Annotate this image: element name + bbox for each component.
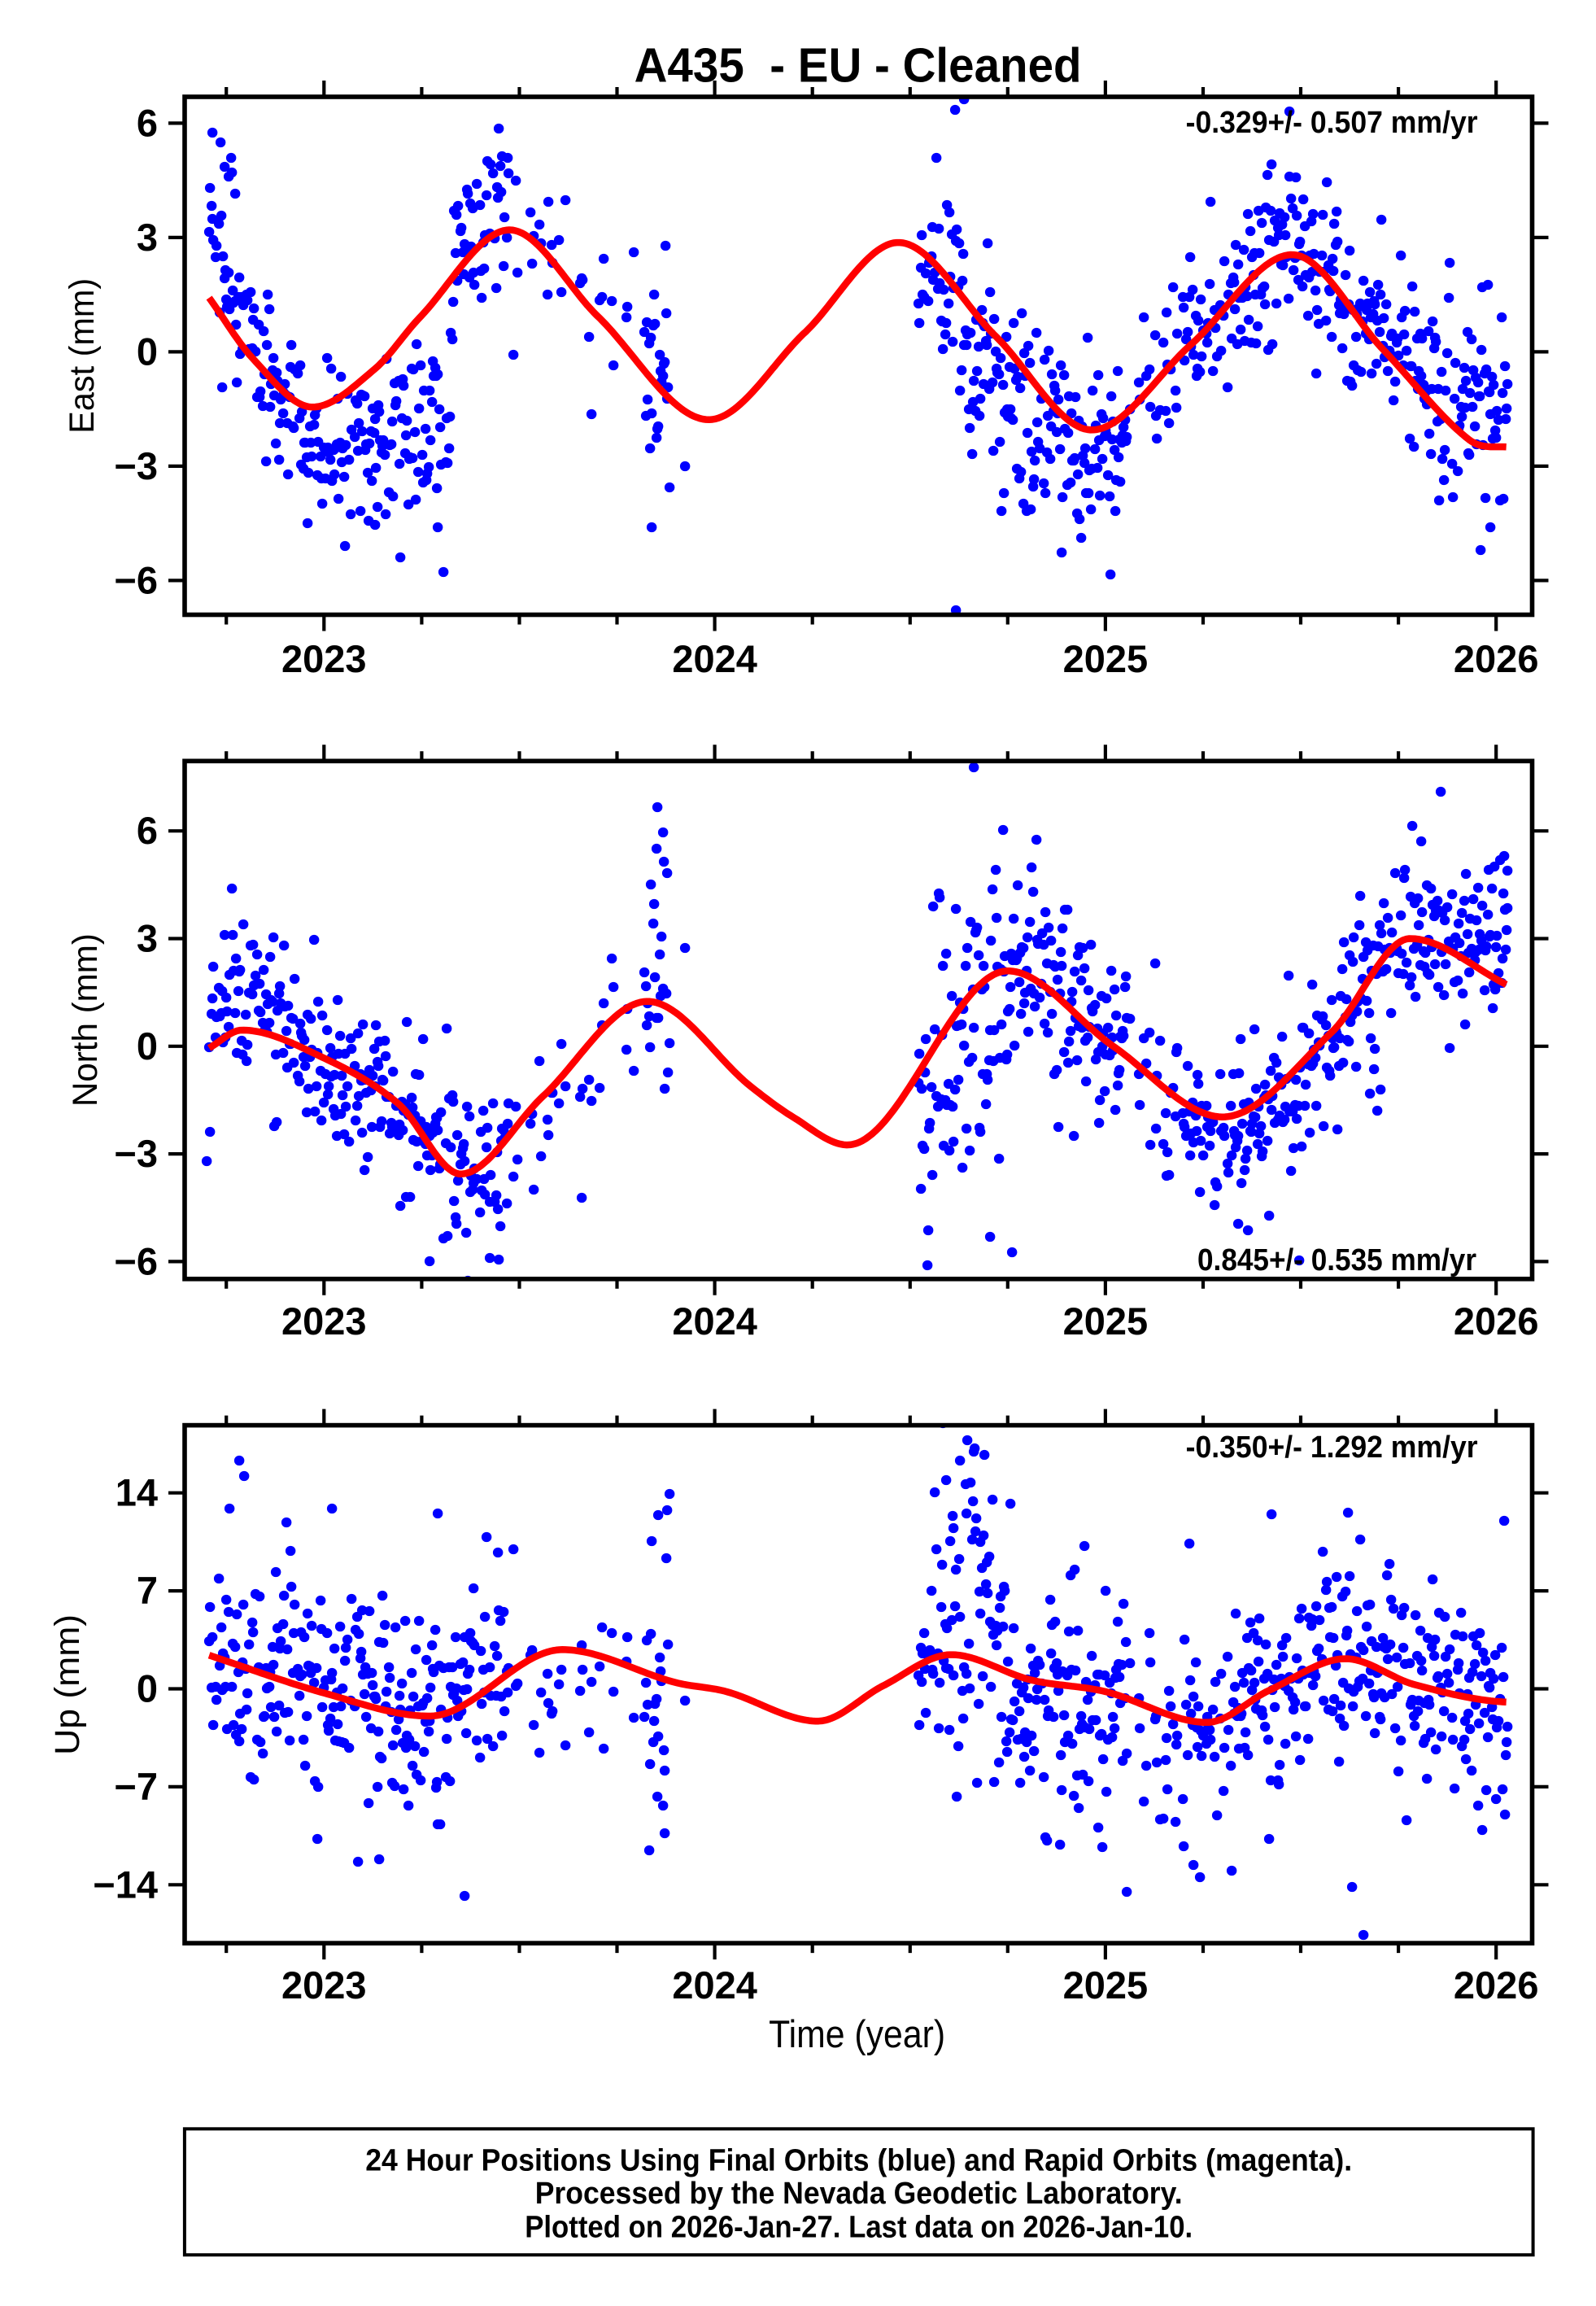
svg-text:0: 0 bbox=[137, 1024, 158, 1068]
svg-text:7: 7 bbox=[137, 1569, 158, 1612]
svg-text:A435 - EU - Cleaned: A435 - EU - Cleaned bbox=[634, 38, 1082, 92]
svg-text:2023: 2023 bbox=[281, 1963, 367, 2007]
svg-text:Time (year): Time (year) bbox=[769, 2012, 945, 2055]
svg-text:−14: −14 bbox=[93, 1863, 158, 1906]
svg-text:2024: 2024 bbox=[672, 1299, 757, 1343]
svg-text:6: 6 bbox=[137, 101, 158, 144]
svg-text:2026: 2026 bbox=[1454, 1963, 1539, 2007]
svg-text:−6: −6 bbox=[114, 1239, 158, 1282]
svg-text:14: 14 bbox=[116, 1471, 158, 1514]
svg-text:6: 6 bbox=[137, 809, 158, 852]
svg-text:0: 0 bbox=[137, 1667, 158, 1710]
svg-text:2024: 2024 bbox=[672, 1963, 757, 2007]
svg-text:3: 3 bbox=[137, 917, 158, 960]
svg-text:−3: −3 bbox=[114, 444, 158, 487]
svg-text:2023: 2023 bbox=[281, 1299, 367, 1343]
svg-text:2025: 2025 bbox=[1063, 637, 1149, 680]
svg-text:2023: 2023 bbox=[281, 637, 367, 680]
svg-text:2026: 2026 bbox=[1454, 637, 1539, 680]
svg-text:2024: 2024 bbox=[672, 637, 757, 680]
svg-text:East (mm): East (mm) bbox=[63, 278, 102, 434]
svg-text:3: 3 bbox=[137, 216, 158, 259]
svg-text:-0.350+/- 1.292 mm/yr: -0.350+/- 1.292 mm/yr bbox=[1186, 1430, 1478, 1465]
svg-text:0.845+/- 0.535 mm/yr: 0.845+/- 0.535 mm/yr bbox=[1197, 1243, 1476, 1277]
svg-text:−7: −7 bbox=[114, 1765, 158, 1808]
svg-text:Up (mm): Up (mm) bbox=[48, 1614, 87, 1755]
svg-text:Processed by the Nevada Geodet: Processed by the Nevada Geodetic Laborat… bbox=[535, 2177, 1183, 2211]
svg-text:2026: 2026 bbox=[1454, 1299, 1539, 1343]
svg-text:2025: 2025 bbox=[1063, 1963, 1149, 2007]
svg-text:-0.329+/- 0.507 mm/yr: -0.329+/- 0.507 mm/yr bbox=[1186, 106, 1478, 140]
svg-text:24 Hour Positions Using Final: 24 Hour Positions Using Final Orbits (bl… bbox=[365, 2144, 1352, 2178]
svg-text:Plotted on 2026-Jan-27. Last d: Plotted on 2026-Jan-27. Last data on 202… bbox=[525, 2210, 1193, 2244]
svg-text:−3: −3 bbox=[114, 1132, 158, 1175]
svg-text:−6: −6 bbox=[114, 558, 158, 601]
svg-text:North (mm): North (mm) bbox=[66, 933, 105, 1107]
svg-text:2025: 2025 bbox=[1063, 1299, 1149, 1343]
svg-text:0: 0 bbox=[137, 330, 158, 373]
